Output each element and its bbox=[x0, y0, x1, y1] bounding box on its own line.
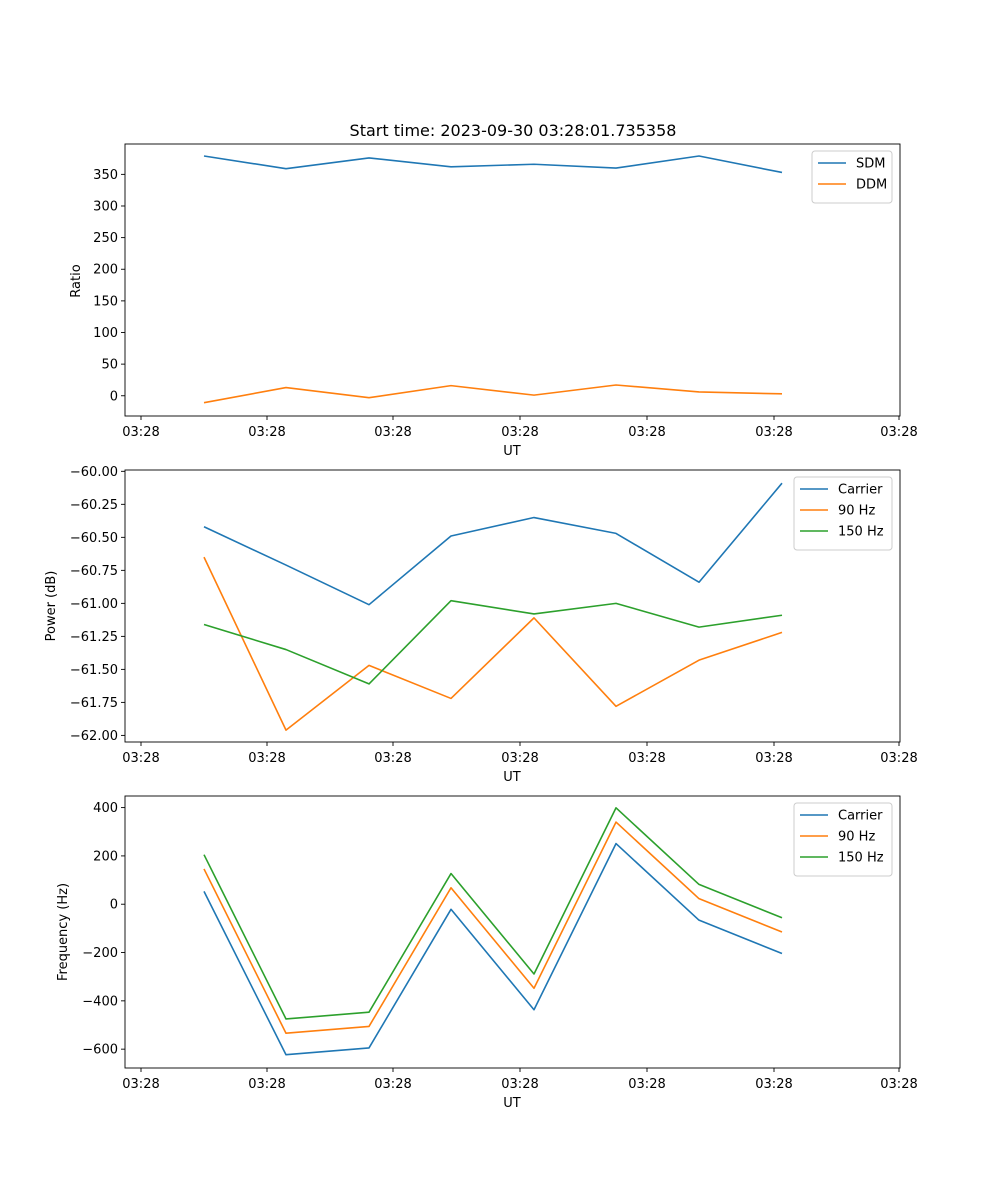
x-tick-label: 03:28 bbox=[501, 425, 538, 440]
y-tick-label: −61.25 bbox=[70, 630, 118, 645]
y-tick-label: 150 bbox=[93, 294, 118, 309]
y-tick-label: −60.25 bbox=[70, 498, 118, 513]
x-tick-label: 03:28 bbox=[880, 751, 917, 766]
axes-frame bbox=[124, 795, 901, 1069]
x-tick-label: 03:28 bbox=[755, 751, 792, 766]
series-line-150-hz bbox=[203, 599, 783, 685]
series-line-carrier bbox=[203, 482, 783, 606]
y-tick-label: −61.75 bbox=[70, 696, 118, 711]
legend-label-90-hz: 90 Hz bbox=[838, 504, 875, 519]
y-tick-label: 300 bbox=[93, 199, 118, 214]
x-tick-label: 03:28 bbox=[628, 751, 665, 766]
power-y-axis-label: Power (dB) bbox=[44, 571, 59, 642]
y-tick-label: −400 bbox=[82, 994, 118, 1009]
y-tick-label: 200 bbox=[93, 263, 118, 278]
series-line-90-hz bbox=[203, 556, 783, 731]
x-tick-label: 03:28 bbox=[501, 1077, 538, 1092]
y-tick-label: −61.00 bbox=[70, 597, 118, 612]
y-tick-label: −61.50 bbox=[70, 663, 118, 678]
power-plot-elements: 03:28 03:28 03:28 03:28 03:28 03:28 03:28 −62.0… bbox=[70, 465, 918, 766]
x-tick-label: 03:28 bbox=[501, 751, 538, 766]
x-tick-label: 03:28 bbox=[122, 1077, 159, 1092]
y-tick-label: 50 bbox=[101, 358, 118, 373]
x-tick-label: 03:28 bbox=[755, 1077, 792, 1092]
y-tick-label: 0 bbox=[110, 389, 118, 404]
frequency-plot-elements: 03:28 03:28 03:28 03:28 03:28 03:28 03:28 −600 −… bbox=[82, 795, 918, 1092]
legend-label-90-hz: 90 Hz bbox=[838, 830, 875, 845]
ratio-x-axis-label: UT bbox=[503, 444, 521, 459]
x-tick-label: 03:28 bbox=[248, 425, 285, 440]
y-tick-label: 200 bbox=[93, 849, 118, 864]
y-tick-label: −200 bbox=[82, 946, 118, 961]
legend-label-ddm: DDM bbox=[856, 178, 887, 193]
frequency-x-axis-label: UT bbox=[503, 1096, 521, 1111]
ratio-panel: Start time: 2023-09-30 03:28:01.735358 0… bbox=[69, 121, 918, 459]
series-line-150-hz bbox=[203, 807, 783, 1020]
x-tick-label: 03:28 bbox=[755, 425, 792, 440]
legend-box bbox=[811, 150, 893, 204]
y-tick-label: 350 bbox=[93, 168, 118, 183]
power-x-axis-label: UT bbox=[503, 770, 521, 785]
x-tick-label: 03:28 bbox=[374, 1077, 411, 1092]
frequency-y-axis-label: Frequency (Hz) bbox=[56, 883, 71, 981]
x-tick-label: 03:28 bbox=[248, 751, 285, 766]
series-line-sdm bbox=[203, 155, 783, 174]
ratio-plot-elements: 03:28 03:28 03:28 03:28 03:28 03:28 03:28 0 50 10… bbox=[93, 143, 918, 440]
x-tick-label: 03:28 bbox=[248, 1077, 285, 1092]
y-tick-label: −60.75 bbox=[70, 564, 118, 579]
x-tick-label: 03:28 bbox=[374, 425, 411, 440]
legend-label-sdm: SDM bbox=[856, 157, 885, 172]
series-line-carrier bbox=[203, 842, 783, 1056]
x-tick-label: 03:28 bbox=[880, 425, 917, 440]
ratio-y-axis-label: Ratio bbox=[69, 264, 84, 297]
y-tick-label: −60.00 bbox=[70, 465, 118, 480]
y-tick-label: 0 bbox=[110, 898, 118, 913]
x-tick-label: 03:28 bbox=[628, 1077, 665, 1092]
chart-title: Start time: 2023-09-30 03:28:01.735358 bbox=[350, 121, 677, 140]
y-tick-label: 100 bbox=[93, 326, 118, 341]
y-tick-label: 250 bbox=[93, 231, 118, 246]
y-tick-label: 400 bbox=[93, 801, 118, 816]
axes-frame bbox=[124, 469, 901, 743]
legend-label-carrier: Carrier bbox=[838, 809, 883, 824]
series-line-90-hz bbox=[203, 821, 783, 1035]
y-tick-label: −62.00 bbox=[70, 729, 118, 744]
x-tick-label: 03:28 bbox=[122, 425, 159, 440]
legend-label-150-hz: 150 Hz bbox=[838, 525, 884, 540]
axes-frame bbox=[124, 143, 901, 417]
legend-label-carrier: Carrier bbox=[838, 483, 883, 498]
series-line-ddm bbox=[203, 384, 783, 404]
frequency-panel: 03:28 03:28 03:28 03:28 03:28 03:28 03:28 −600 −… bbox=[56, 795, 918, 1111]
power-panel: 03:28 03:28 03:28 03:28 03:28 03:28 03:28 −62.0… bbox=[44, 465, 918, 785]
x-tick-label: 03:28 bbox=[122, 751, 159, 766]
y-tick-label: −60.50 bbox=[70, 531, 118, 546]
legend-label-150-hz: 150 Hz bbox=[838, 851, 884, 866]
x-tick-label: 03:28 bbox=[880, 1077, 917, 1092]
y-tick-label: −600 bbox=[82, 1043, 118, 1058]
x-tick-label: 03:28 bbox=[628, 425, 665, 440]
x-tick-label: 03:28 bbox=[374, 751, 411, 766]
